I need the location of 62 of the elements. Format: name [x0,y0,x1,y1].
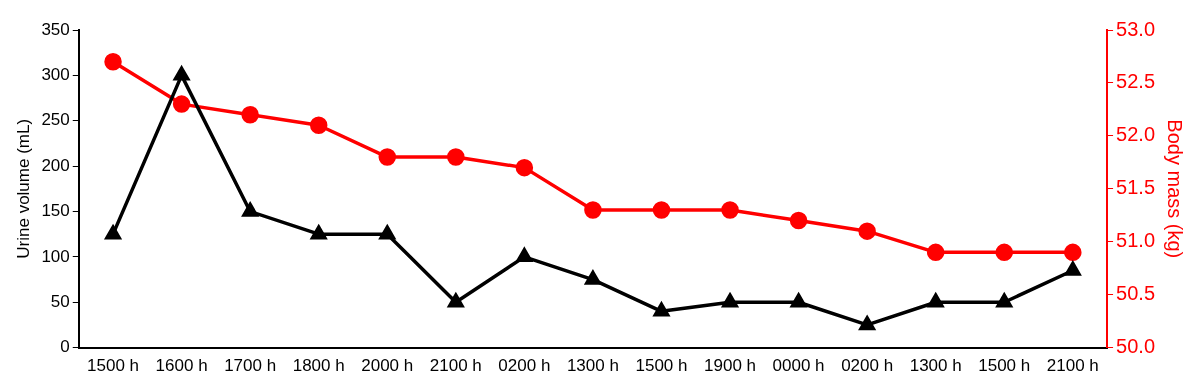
y-tick-label: 100 [41,246,70,266]
point [584,201,602,219]
y-tick-label: 250 [41,110,70,130]
point [652,201,671,219]
point [652,300,671,317]
point [379,225,396,240]
y2-tick-label: 52.5 [1116,70,1156,93]
y-tick-label: 200 [41,155,70,175]
point [722,293,738,308]
point [926,243,945,262]
x-tick-label: 1600 h [155,356,208,376]
x-tick-label: 0000 h [772,356,825,376]
point [1064,243,1082,262]
point [378,148,397,166]
point [927,293,944,308]
x-tick-label: 1500 h [635,356,688,376]
y-axis-title: Urine volume (mL) [13,118,33,259]
point [515,158,534,177]
point [309,116,328,135]
x-tick-label: 1300 h [566,356,619,376]
point [585,270,601,285]
point [516,248,533,263]
point [172,95,191,113]
x-tick-label: 1500 h [87,356,140,376]
x-tick-label: 2000 h [361,356,414,376]
point [105,225,121,240]
y2-tick-label: 53.0 [1116,17,1156,40]
point [858,222,876,240]
y2-axis-title: Body mass (kg) [1164,119,1187,259]
point [995,243,1013,262]
y2-tick-label: 50.0 [1116,335,1156,358]
x-tick-label: 1700 h [224,356,277,376]
point [1064,261,1081,276]
y-tick-label: 300 [41,65,70,85]
y2-tick-label: 50.5 [1116,282,1156,305]
point [996,293,1013,308]
point [790,293,807,308]
point [104,53,122,71]
x-tick-label: 1900 h [704,356,757,376]
y-tick-label: 0 [60,337,70,357]
point [447,148,465,166]
y-tick-label: 150 [41,201,70,221]
x-tick-label: 0200 h [841,356,894,376]
point [448,293,464,308]
point [310,225,327,240]
x-tick-label: 1500 h [978,356,1031,376]
y2-tick-label: 52.0 [1116,123,1156,146]
point [721,201,739,219]
point [172,64,191,81]
y-tick-label: 350 [41,19,70,39]
point [789,211,808,230]
point [859,316,875,331]
point [242,202,258,217]
x-tick-label: 1300 h [909,356,962,376]
point [241,105,259,124]
x-tick-label: 1800 h [292,356,345,376]
y-tick-label: 50 [50,291,70,311]
y2-tick-label: 51.5 [1116,176,1156,199]
x-tick-label: 0200 h [498,356,551,376]
y2-tick-label: 51.0 [1116,229,1156,252]
x-tick-label: 2100 h [429,356,482,376]
x-tick-label: 2100 h [1046,356,1099,376]
